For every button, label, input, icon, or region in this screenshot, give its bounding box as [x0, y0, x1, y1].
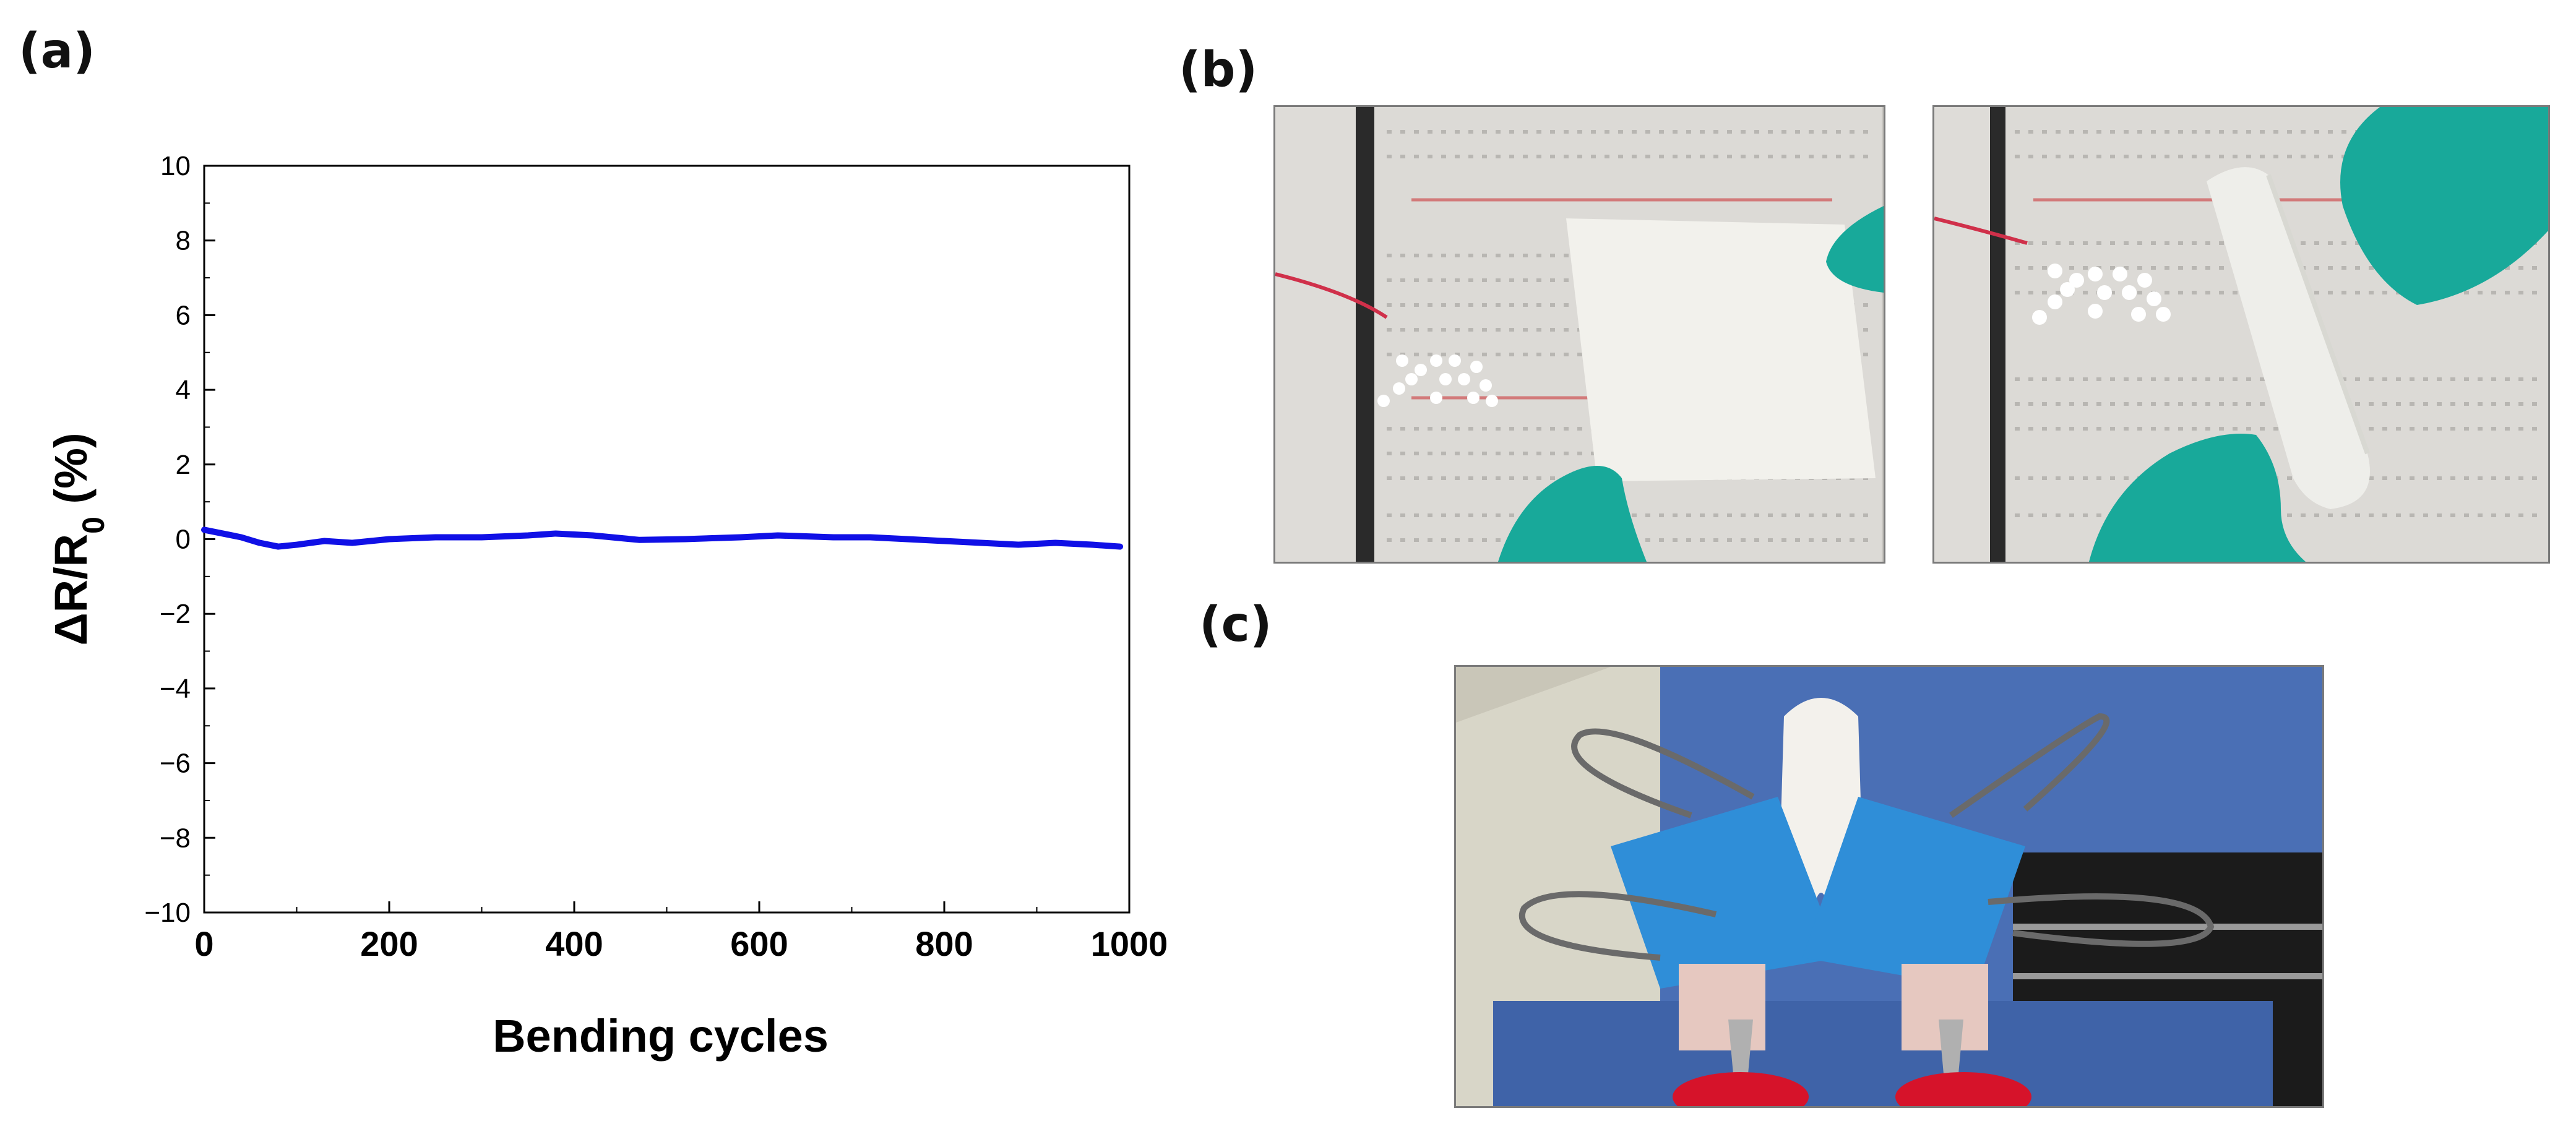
y-tick-label: −6	[160, 749, 191, 779]
data-point	[905, 537, 910, 541]
data-point	[526, 533, 530, 538]
glove-bottom	[2089, 434, 2306, 562]
data-point	[979, 541, 983, 545]
data-point	[1016, 543, 1020, 547]
data-point	[257, 541, 262, 545]
y-tick-label: 6	[176, 300, 191, 330]
panel-label-c: (c)	[1199, 597, 1272, 653]
data-point	[322, 539, 327, 543]
fabric-rolled	[2207, 167, 2370, 510]
y-tick-label: −2	[160, 599, 191, 629]
data-point	[480, 535, 484, 539]
alligator-clip-right	[1895, 1072, 2031, 1106]
data-point	[831, 535, 835, 539]
data-point	[590, 533, 595, 538]
data-point	[683, 537, 687, 541]
led-array	[2032, 264, 2171, 325]
data-point	[775, 533, 780, 538]
data-point	[295, 543, 299, 547]
resistance-change-chart: 0 200 400 600 800 1000 10 8 6 4 2 0 −2 −4 −6 −8 −10 Bendi…	[45, 151, 1168, 1062]
y-tick-label: 2	[176, 450, 191, 480]
photo-led-bent	[1932, 105, 2550, 564]
data-point	[433, 535, 437, 539]
data-point	[1090, 543, 1095, 547]
x-axis-label: Bending cycles	[493, 1010, 829, 1062]
data-point	[220, 531, 225, 536]
data-point	[1118, 544, 1122, 549]
y-tick-label: 10	[160, 151, 191, 181]
binder-clip-right	[1803, 797, 2025, 989]
alligator-clip-left	[1673, 1072, 1809, 1106]
y-tick-label: −8	[160, 823, 191, 853]
panel-label-b: (b)	[1179, 42, 1258, 98]
panel-label-a: (a)	[19, 24, 95, 79]
y-tick-label: −10	[144, 898, 191, 928]
fabric-sheet	[1566, 218, 1876, 481]
data-point	[1053, 541, 1058, 545]
data-point	[868, 535, 872, 539]
y-tick-label: −4	[160, 674, 191, 704]
data-point	[202, 528, 206, 532]
x-tick-label: 0	[194, 924, 213, 963]
glove-right	[1826, 206, 1884, 293]
binder-clip-left	[1611, 797, 1840, 989]
x-tick-label: 200	[360, 924, 418, 963]
y-tick-label: 0	[176, 525, 191, 555]
x-tick-label: 600	[730, 924, 788, 963]
data-point	[350, 541, 355, 545]
x-tick-label: 1000	[1091, 924, 1168, 963]
data-point	[739, 535, 743, 539]
data-point	[637, 538, 641, 542]
y-tick-label: 8	[176, 226, 191, 256]
data-point	[942, 539, 946, 543]
data-point	[554, 531, 558, 536]
y-tick-label: 4	[176, 375, 191, 405]
photo-led-flat	[1273, 105, 1885, 564]
photo-bending-rig	[1454, 665, 2324, 1108]
data-point	[276, 544, 280, 549]
x-tick-label: 400	[545, 924, 603, 963]
y-axis-label: ΔR/R0 (%)	[45, 432, 111, 645]
data-point	[239, 535, 243, 539]
glove-bottom	[1498, 466, 1647, 562]
glove-top	[2340, 107, 2548, 305]
led-array	[1377, 354, 1498, 407]
x-tick-label: 800	[915, 924, 973, 963]
data-point	[387, 537, 391, 541]
